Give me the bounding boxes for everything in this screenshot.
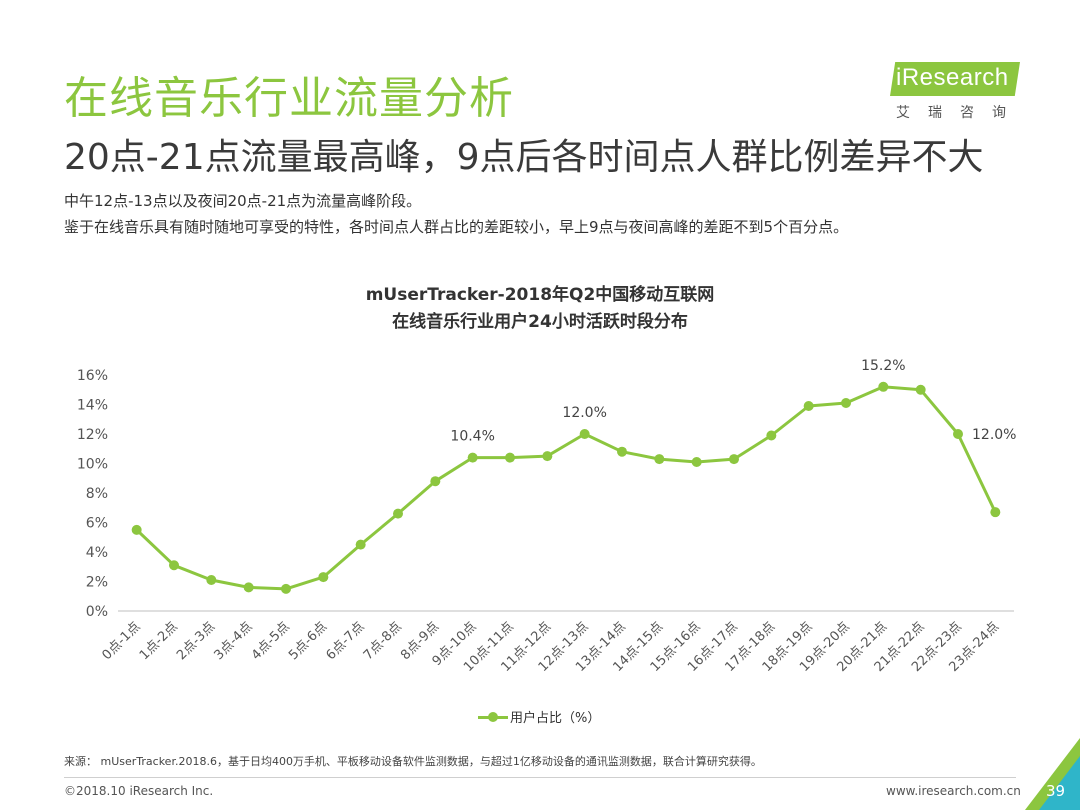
data-point (131, 524, 142, 535)
y-tick-label: 14% (77, 398, 108, 414)
y-tick-label: 12% (77, 427, 108, 443)
x-tick-label: 5点-6点 (286, 619, 330, 663)
y-tick-label: 2% (86, 575, 108, 591)
data-point (990, 507, 1001, 518)
description: 中午12点-13点以及夜间20点-21点为流量高峰阶段。 鉴于在线音乐具有随时随… (64, 188, 848, 240)
data-point (542, 451, 553, 462)
x-tick-label: 2点-3点 (174, 619, 218, 663)
data-point (467, 452, 478, 463)
series-line (135, 385, 997, 591)
y-tick-label: 16% (77, 368, 108, 384)
description-line-1: 中午12点-13点以及夜间20点-21点为流量高峰阶段。 (64, 192, 422, 210)
iresearch-logo: iResearch 艾瑞咨询 (890, 62, 1030, 124)
x-tick-label: 6点-7点 (323, 619, 367, 663)
y-tick-label: 0% (86, 604, 108, 620)
data-point (430, 476, 441, 487)
logo-text: iResearch (896, 64, 1009, 91)
data-point (355, 539, 366, 550)
data-point (206, 575, 217, 586)
data-label: 12.0% (562, 405, 606, 421)
x-tick-label: 7点-8点 (361, 619, 405, 663)
page-number: 39 (1046, 782, 1066, 800)
corner-decoration (1025, 738, 1080, 810)
description-line-2: 鉴于在线音乐具有随时随地可享受的特性，各时间点人群占比的差距较小，早上9点与夜间… (64, 218, 849, 236)
data-label: 10.4% (450, 429, 494, 445)
y-tick-label: 10% (77, 457, 108, 473)
data-point (243, 582, 254, 593)
data-point (393, 508, 403, 519)
data-point (953, 429, 963, 439)
y-tick-label: 6% (86, 516, 108, 532)
data-point (654, 454, 665, 465)
chart-title-line-2: 在线音乐行业用户24小时活跃时段分布 (392, 312, 688, 332)
data-point (691, 457, 702, 468)
data-point (841, 398, 851, 409)
data-point (729, 454, 739, 465)
data-label: 15.2% (861, 358, 905, 374)
logo-cn-text: 艾瑞咨询 (896, 105, 1024, 121)
x-tick-label: 3点-4点 (211, 619, 255, 663)
data-point (505, 452, 515, 463)
source-note: 来源： mUserTracker.2018.6，基于日均400万手机、平板移动设… (64, 755, 762, 768)
data-point (803, 400, 814, 411)
data-point (878, 381, 889, 392)
y-tick-label: 4% (86, 545, 108, 561)
legend-dot-marker (488, 712, 498, 722)
data-point (169, 560, 179, 571)
data-point (579, 429, 590, 439)
page-subtitle: 20点-21点流量最高峰，9点后各时间点人群比例差异不大 (64, 137, 984, 178)
x-tick-label: 1点-2点 (137, 619, 181, 663)
page-title: 在线音乐行业流量分析 (64, 73, 514, 124)
data-point (617, 446, 627, 457)
data-point (915, 384, 926, 395)
data-point (766, 430, 777, 441)
x-tick-label: 0点-1点 (99, 619, 143, 663)
y-tick-label: 8% (86, 486, 108, 502)
website-url: www.iresearch.com.cn (886, 784, 1021, 798)
logo-background (890, 62, 1020, 96)
data-point (318, 572, 329, 583)
chart-title-line-1: mUserTracker-2018年Q2中国移动互联网 (365, 285, 715, 305)
x-tick-label: 4点-5点 (249, 619, 293, 663)
legend-label: 用户占比（%） (510, 711, 601, 726)
data-point (281, 583, 291, 594)
data-label: 12.0% (972, 427, 1016, 443)
footer-divider (64, 777, 1016, 778)
copyright: ©2018.10 iResearch Inc. (64, 784, 214, 798)
